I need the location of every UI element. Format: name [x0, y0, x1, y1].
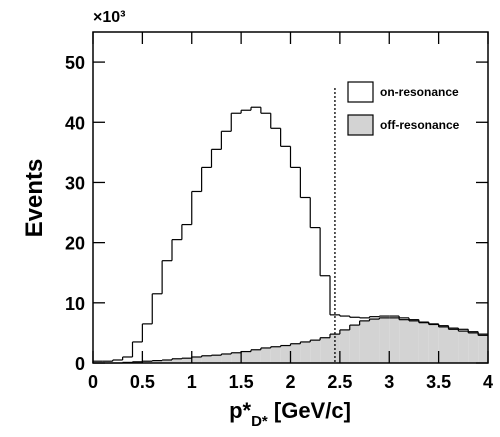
histogram-bar-fill — [320, 337, 330, 363]
histogram-bar-fill — [478, 335, 488, 363]
legend-label: off-resonance — [380, 118, 460, 132]
histogram-bar-fill — [359, 320, 370, 363]
y-tick-label: 0 — [75, 354, 85, 374]
x-tick-label: 2 — [285, 372, 295, 392]
histogram-bar-fill — [191, 356, 202, 363]
x-label-main: p* — [229, 398, 251, 423]
histogram-bar-fill — [181, 358, 192, 363]
histogram-bar-fill — [162, 359, 172, 363]
histogram-bar-fill — [300, 341, 311, 363]
x-tick-label: 4 — [483, 372, 493, 392]
histogram-bar-fill — [142, 361, 153, 363]
histogram-bar-fill — [418, 322, 429, 363]
histogram-bar-fill — [389, 317, 400, 363]
y-tick-label: 40 — [65, 113, 85, 133]
y-tick-label: 20 — [65, 234, 85, 254]
x-tick-label: 1.5 — [229, 372, 254, 392]
x-tick-label: 3 — [384, 372, 394, 392]
histogram-bar-fill — [241, 351, 251, 363]
histogram-bar-fill — [270, 346, 281, 363]
histogram-bar-fill — [221, 353, 232, 363]
legend-label: on-resonance — [380, 85, 459, 99]
y-axis-label: Events — [21, 159, 48, 238]
x-tick-label: 1 — [187, 372, 197, 392]
histogram-bar-fill — [152, 360, 163, 363]
histogram-bar-fill — [438, 326, 449, 363]
x-label-sub: D* — [251, 413, 268, 430]
histogram-bar-fill — [251, 349, 261, 363]
y-multiplier: ×10³ — [93, 9, 125, 26]
histogram-bar-fill — [448, 329, 459, 363]
x-tick-label: 0 — [88, 372, 98, 392]
histogram-bar-fill — [339, 329, 350, 363]
histogram-bar-fill — [290, 343, 301, 363]
x-tick-label: 0.5 — [130, 372, 155, 392]
histogram-bar-fill — [369, 319, 380, 363]
histogram-bar-fill — [310, 340, 321, 363]
histogram-bar-fill — [172, 358, 182, 363]
y-tick-label: 50 — [65, 53, 85, 73]
y-tick-label: 30 — [65, 173, 85, 193]
histogram-bar-fill — [231, 352, 242, 363]
histogram-bar-fill — [379, 317, 390, 363]
histogram-bar-fill — [260, 347, 271, 363]
legend-swatch — [347, 81, 374, 103]
x-label-unit: [GeV/c] — [268, 398, 351, 423]
histogram-bar-fill — [468, 332, 479, 363]
histogram-bar-fill — [409, 320, 419, 363]
histogram-bar-fill — [428, 324, 439, 363]
y-tick-label: 10 — [65, 294, 85, 314]
histogram-bar-fill — [211, 355, 222, 363]
x-tick-label: 2.5 — [327, 372, 352, 392]
histogram-bar-fill — [399, 319, 409, 363]
histogram-bar-fill — [458, 331, 469, 363]
histogram-bar-fill — [201, 355, 212, 363]
x-tick-label: 3.5 — [426, 372, 451, 392]
histogram-bar-fill — [349, 325, 360, 363]
legend-swatch — [347, 114, 374, 136]
histogram-bar-fill — [280, 345, 291, 363]
x-axis-label: p*D* [GeV/c] — [229, 398, 351, 430]
